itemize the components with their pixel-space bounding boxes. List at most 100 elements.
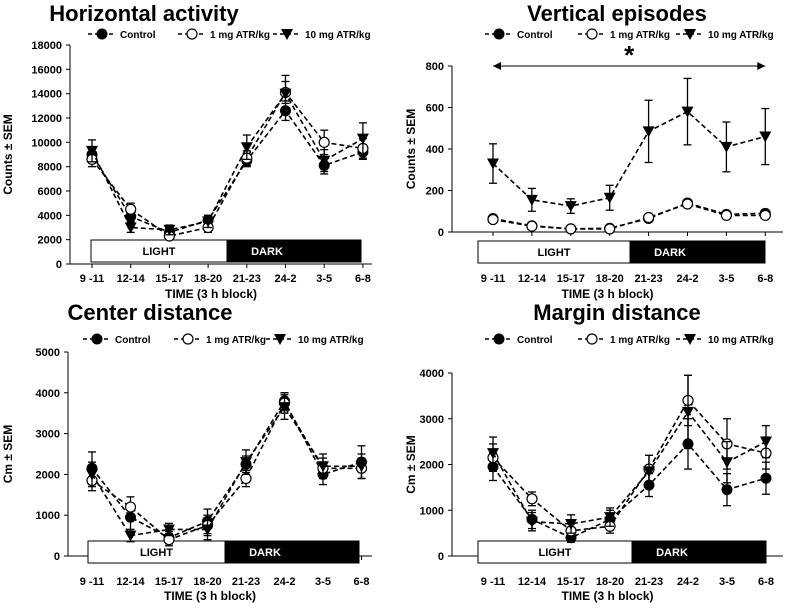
y-tick-label: 0	[56, 259, 62, 271]
x-tick-label: 6-8	[758, 576, 774, 588]
series-10-mg-atr-kg	[86, 394, 368, 543]
series-10-mg-atr-kg	[487, 77, 772, 214]
x-tick-label: 3-5	[719, 576, 735, 588]
legend-label: 1 mg ATR/kg	[610, 335, 670, 346]
x-tick-label: 3-5	[315, 576, 331, 588]
data-point	[318, 136, 330, 148]
data-point	[124, 501, 137, 513]
series-line	[492, 399, 767, 532]
data-point	[240, 457, 252, 469]
y-tick-label: 16000	[31, 64, 62, 76]
series-line	[91, 405, 362, 537]
y-tick-label: 2000	[36, 469, 60, 481]
series-line	[492, 203, 766, 230]
legend-marker	[684, 29, 696, 40]
series-10-mg-atr-kg	[86, 74, 369, 236]
dark-phase-label: DARK	[249, 547, 281, 559]
legend-marker	[96, 28, 108, 40]
chart-panel-2: Vertical episodes Control 1 mg ATR/kg 10 mg…	[404, 1, 783, 301]
data-point	[604, 512, 616, 524]
x-tick-label: 12-14	[518, 273, 547, 285]
legend-label: 10 mg ATR/kg	[708, 335, 774, 346]
x-tick-label: 15-17	[557, 576, 585, 588]
legend-label: Control	[120, 30, 156, 41]
chart-title: Vertical episodes	[527, 1, 707, 26]
data-point	[86, 469, 98, 481]
data-point	[682, 406, 694, 418]
y-axis-label: Cm ± SEM	[404, 435, 418, 494]
legend-marker	[684, 334, 696, 345]
y-tick-label: 4000	[36, 388, 60, 400]
legend-label: Control	[517, 335, 553, 346]
data-point	[604, 223, 616, 235]
dark-phase-label: DARK	[251, 246, 283, 258]
data-point	[565, 223, 577, 235]
x-tick-label: 12-14	[117, 273, 146, 285]
data-point	[681, 198, 694, 210]
series-1-mg-atr-kg	[487, 198, 771, 235]
data-point	[487, 448, 499, 460]
x-tick-label: 18-20	[194, 273, 222, 285]
y-axis-label: Cm ± SEM	[1, 425, 15, 484]
y-tick-label: 4000	[38, 210, 62, 222]
data-point	[278, 402, 291, 414]
y-tick-label: 18000	[31, 40, 62, 52]
x-tick-label: 3-5	[718, 273, 734, 285]
dark-phase-bar	[631, 540, 767, 564]
legend-label: Control	[115, 335, 151, 346]
chart-panel-1: Horizontal activity Control 1 mg ATR/kg 10 …	[1, 1, 372, 301]
data-point	[721, 484, 733, 496]
data-point	[759, 131, 772, 143]
legend-label: 1 mg ATR/kg	[210, 30, 270, 41]
chart-title: Center distance	[67, 300, 232, 325]
series-line	[492, 442, 767, 539]
chart-panel-3: Center distance Control 1 mg ATR/kg 10 mg A…	[1, 300, 372, 603]
legend-label: Control	[517, 30, 553, 41]
data-point	[564, 201, 577, 213]
y-tick-label: 400	[426, 144, 444, 156]
data-point	[760, 472, 772, 484]
x-tick-label: 21-23	[232, 576, 260, 588]
series-line	[91, 109, 364, 234]
data-point	[642, 211, 655, 224]
data-point	[163, 224, 176, 236]
data-point	[720, 209, 733, 221]
significance-star: *	[624, 40, 635, 70]
legend-marker	[281, 29, 293, 40]
dark-phase-bar	[629, 240, 766, 264]
y-tick-label: 200	[426, 186, 444, 198]
dark-phase-bar	[226, 239, 362, 263]
x-tick-label: 24-2	[274, 273, 296, 285]
data-point	[721, 457, 733, 469]
data-point	[643, 466, 655, 478]
data-point	[125, 203, 137, 215]
data-point	[318, 155, 331, 167]
x-tick-label: 24-2	[273, 576, 295, 588]
y-tick-label: 3000	[420, 414, 444, 426]
y-tick-label: 600	[426, 103, 444, 115]
data-point	[487, 213, 499, 226]
light-phase-label: LIGHT	[539, 547, 572, 559]
y-axis-label: Counts ± SEM	[404, 109, 418, 190]
y-tick-label: 1000	[36, 510, 60, 522]
x-tick-label: 9 -11	[80, 273, 104, 285]
legend-marker	[586, 333, 598, 345]
legend-marker	[274, 334, 286, 345]
y-tick-label: 5000	[36, 347, 60, 359]
series-line	[492, 410, 767, 525]
data-point	[603, 192, 616, 204]
x-tick-label: 15-17	[557, 273, 585, 285]
x-tick-label: 21-23	[635, 576, 663, 588]
legend-label: 10 mg ATR/kg	[708, 30, 774, 41]
legend-marker	[586, 28, 598, 40]
x-tick-label: 18-20	[596, 273, 624, 285]
data-point	[720, 141, 733, 153]
y-tick-label: 8000	[38, 162, 62, 174]
x-tick-label: 12-14	[116, 576, 145, 588]
y-tick-label: 1000	[420, 505, 444, 517]
y-tick-label: 2000	[420, 460, 444, 472]
series-control	[86, 100, 369, 238]
legend-marker	[186, 28, 198, 40]
y-tick-label: 0	[438, 227, 444, 239]
x-axis-label: TIME (3 h block)	[561, 589, 653, 603]
